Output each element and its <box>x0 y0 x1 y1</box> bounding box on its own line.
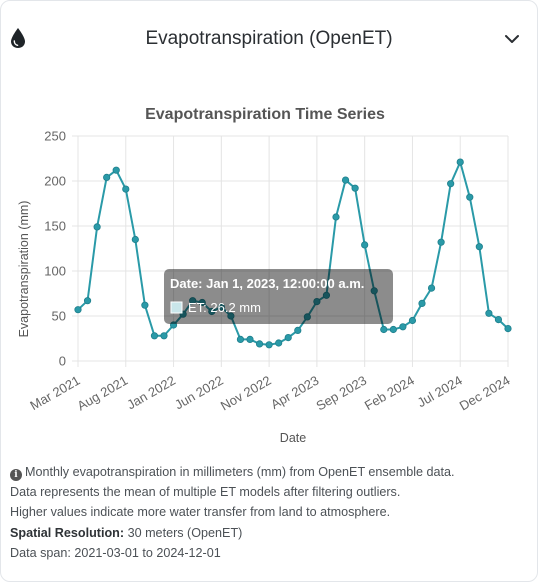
panel-header[interactable]: Evapotranspiration (OpenET) <box>1 1 537 73</box>
et-time-series-chart[interactable]: Evapotranspiration Time Series 0 50 100 150… <box>1 93 537 453</box>
x-tick-label: Nov 2022 <box>218 373 274 414</box>
data-point[interactable] <box>399 323 407 331</box>
tooltip-title: Date: Jan 1, 2023, 12:00:00 a.m. <box>170 276 364 291</box>
resolution-line: Spatial Resolution: 30 meters (OpenET) <box>10 523 530 543</box>
data-point[interactable] <box>169 321 178 329</box>
data-point[interactable] <box>189 297 197 305</box>
data-point[interactable] <box>380 325 388 334</box>
resolution-value: 30 meters (OpenET) <box>127 525 243 540</box>
data-point[interactable] <box>112 166 120 174</box>
data-point[interactable] <box>294 326 302 334</box>
data-point[interactable] <box>361 241 369 249</box>
data-point[interactable] <box>93 223 101 231</box>
data-point[interactable] <box>303 313 311 321</box>
data-point[interactable] <box>418 299 426 307</box>
data-point[interactable] <box>389 325 397 334</box>
data-point[interactable] <box>275 339 283 347</box>
data-point[interactable] <box>150 332 159 340</box>
data-point[interactable] <box>83 297 92 305</box>
data-point[interactable] <box>370 287 378 295</box>
y-tick-label: 100 <box>44 264 66 279</box>
data-point[interactable] <box>466 193 474 201</box>
data-point[interactable] <box>437 238 445 246</box>
data-point[interactable] <box>217 303 225 311</box>
data-point[interactable] <box>74 306 82 314</box>
y-axis-ticks: 0 50 100 150 200 250 <box>44 129 66 369</box>
data-point[interactable] <box>504 325 512 333</box>
data-point[interactable] <box>341 176 350 184</box>
data-point[interactable] <box>313 298 321 306</box>
data-point[interactable] <box>141 301 149 309</box>
data-point[interactable] <box>255 340 264 348</box>
data-point[interactable] <box>160 332 168 340</box>
x-tick-label: Sep 2023 <box>313 373 369 414</box>
tooltip-label: ET: 26.2 mm <box>188 300 261 315</box>
y-tick-label: 150 <box>44 219 66 234</box>
data-point[interactable] <box>332 213 340 221</box>
chevron-down-icon[interactable] <box>504 31 520 47</box>
y-tick-label: 250 <box>44 129 66 144</box>
data-point[interactable] <box>103 173 111 182</box>
resolution-label: Spatial Resolution: <box>10 525 125 540</box>
info-section: i Monthly evapotranspiration in millimete… <box>10 462 530 563</box>
info-line-3: Higher values indicate more water transf… <box>10 505 391 520</box>
data-point[interactable] <box>131 235 139 244</box>
data-point[interactable] <box>246 335 254 343</box>
data-point[interactable] <box>351 184 359 192</box>
et-series-line <box>77 159 509 346</box>
data-point[interactable] <box>447 180 455 188</box>
chart-title: Evapotranspiration Time Series <box>145 106 385 123</box>
data-span: Data span: 2021-03-01 to 2024-12-01 <box>10 545 221 560</box>
x-tick-label: Jul 2024 <box>415 373 465 411</box>
x-tick-label: Feb 2024 <box>362 373 417 413</box>
data-point[interactable] <box>284 334 292 342</box>
x-tick-label: Jun 2022 <box>172 373 226 413</box>
data-point[interactable] <box>122 185 130 193</box>
tooltip-swatch <box>170 301 183 314</box>
x-tick-label: Jan 2022 <box>124 373 178 413</box>
data-point[interactable] <box>322 291 331 299</box>
data-point[interactable] <box>485 309 493 317</box>
info-circle-icon: i <box>10 469 22 481</box>
data-point[interactable] <box>198 298 206 307</box>
water-drop-icon <box>11 28 25 48</box>
data-point[interactable] <box>475 243 483 251</box>
x-tick-label: Dec 2024 <box>457 373 513 414</box>
info-line-1: i Monthly evapotranspiration in millimete… <box>10 462 530 482</box>
x-tick-label: Apr 2023 <box>268 373 321 412</box>
y-tick-label: 200 <box>44 174 66 189</box>
y-tick-label: 0 <box>59 354 66 369</box>
data-point[interactable] <box>408 316 417 325</box>
data-point[interactable] <box>427 284 436 292</box>
y-axis-label: Evapotranspiration (mm) <box>17 201 31 338</box>
data-point[interactable] <box>227 312 235 320</box>
x-tick-label: Aug 2021 <box>75 373 131 414</box>
info-line-2: Data represents the mean of multiple ET … <box>10 485 401 500</box>
data-point[interactable] <box>265 341 273 349</box>
x-axis-label: Date <box>280 431 306 445</box>
data-point[interactable] <box>236 335 245 343</box>
data-point[interactable] <box>456 158 464 166</box>
data-point[interactable] <box>208 307 216 316</box>
y-tick-label: 50 <box>52 309 66 324</box>
chart-tooltip: Date: Jan 1, 2023, 12:00:00 a.m. ET: 26.… <box>164 269 393 324</box>
x-tick-label: Mar 2021 <box>27 373 82 413</box>
panel-title: Evapotranspiration (OpenET) <box>145 28 393 49</box>
data-point[interactable] <box>494 316 503 324</box>
